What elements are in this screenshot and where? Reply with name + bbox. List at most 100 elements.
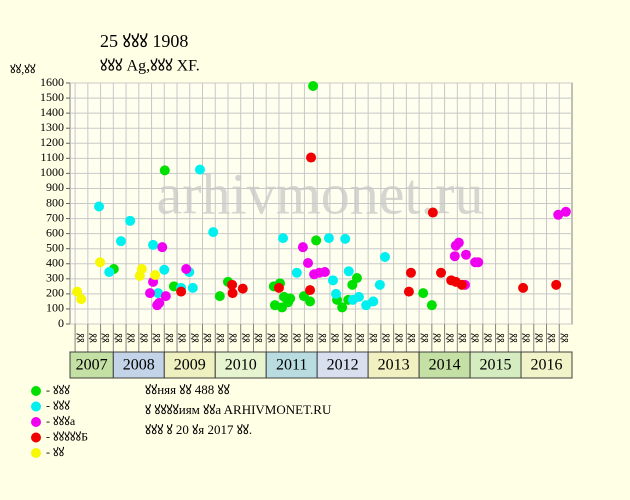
point xyxy=(136,264,147,275)
point xyxy=(403,286,414,297)
legend-marker xyxy=(31,432,41,443)
point xyxy=(449,251,460,262)
legend-label: - ꙋꙋꙋa xyxy=(46,414,76,428)
point xyxy=(311,235,322,246)
point xyxy=(187,282,198,293)
year-label: 2012 xyxy=(327,357,359,374)
x-tick-label: ꙋꙋ xyxy=(343,333,354,343)
point xyxy=(351,273,362,284)
x-tick-label: ꙋꙋ xyxy=(280,333,291,343)
y-tick-label: 500 xyxy=(46,240,64,254)
x-tick-label: ꙋꙋ xyxy=(356,333,367,343)
point xyxy=(176,286,187,297)
point xyxy=(153,288,164,299)
y-tick-label: 800 xyxy=(46,195,64,209)
year-label: 2013 xyxy=(378,357,410,374)
point xyxy=(145,288,156,299)
x-tick-label: ꙋꙋ xyxy=(534,333,545,343)
y-tick-label: 400 xyxy=(46,256,64,270)
point xyxy=(285,293,296,304)
year-band xyxy=(214,351,267,379)
y-tick-label: 1600 xyxy=(40,75,64,89)
x-tick-label: ꙋꙋ xyxy=(522,333,533,343)
legend-marker xyxy=(31,448,41,458)
point xyxy=(337,302,348,313)
point xyxy=(353,291,364,302)
year-band xyxy=(367,351,420,379)
year-label: 2009 xyxy=(174,357,206,374)
point xyxy=(308,81,319,92)
x-tick-label: ꙋꙋ xyxy=(152,333,163,343)
x-tick-label: ꙋꙋ xyxy=(114,333,125,343)
point xyxy=(154,297,165,308)
y-tick-label: 600 xyxy=(46,225,64,239)
y-tick-label: 1400 xyxy=(40,105,64,119)
point xyxy=(553,209,564,220)
x-tick-label: ꙋꙋ xyxy=(369,333,380,343)
point xyxy=(427,207,438,218)
y-tick-label: 900 xyxy=(46,180,64,194)
point xyxy=(291,267,302,278)
x-tick-label: ꙋꙋ xyxy=(76,333,87,343)
year-label: 2016 xyxy=(531,357,563,374)
point xyxy=(426,300,437,311)
point xyxy=(305,296,316,307)
x-tick-label: ꙋꙋ xyxy=(254,333,265,343)
point xyxy=(453,237,464,248)
x-tick-label: ꙋꙋ xyxy=(318,333,329,343)
x-tick-label: ꙋꙋ xyxy=(420,333,431,343)
point xyxy=(331,288,342,299)
legend-label: - ꙋꙋꙋ xyxy=(46,383,70,397)
point xyxy=(551,279,562,290)
y-tick-label: 100 xyxy=(46,301,64,315)
x-tick-label: ꙋꙋ xyxy=(127,333,138,343)
point xyxy=(323,233,334,244)
point xyxy=(340,233,351,244)
point xyxy=(95,257,106,268)
point xyxy=(327,275,338,286)
note: ꙋꙋняя ꙋꙋ 488 ꙋꙋ xyxy=(145,382,230,397)
year-label: 2010 xyxy=(225,357,257,374)
y-tick-label: 1200 xyxy=(40,135,64,149)
point xyxy=(418,288,429,299)
legend-marker xyxy=(31,386,41,396)
chart-subtitle: ꙋꙋꙋ Ag,ꙋꙋꙋ XF. xyxy=(100,58,200,75)
legend-label: - ꙋꙋ xyxy=(46,445,65,459)
x-tick-label: ꙋꙋ xyxy=(178,333,189,343)
point xyxy=(157,242,168,253)
point xyxy=(278,233,289,244)
point xyxy=(150,270,161,281)
x-tick-label: ꙋꙋ xyxy=(267,333,278,343)
year-band xyxy=(69,351,114,379)
point xyxy=(436,267,447,278)
legend-label: - ꙋꙋꙋ xyxy=(46,398,70,412)
x-tick-label: ꙋꙋ xyxy=(433,333,444,343)
x-tick-label: ꙋꙋ xyxy=(394,333,405,343)
point xyxy=(405,267,416,278)
x-tick-label: ꙋꙋ xyxy=(190,333,201,343)
point xyxy=(104,267,115,278)
legend-marker xyxy=(31,401,41,412)
point xyxy=(343,266,354,277)
y-tick-label: 1100 xyxy=(40,150,64,164)
point xyxy=(297,242,308,253)
x-tick-label: ꙋꙋ xyxy=(445,333,456,343)
point xyxy=(460,249,471,260)
x-tick-label: ꙋꙋ xyxy=(483,333,494,343)
point xyxy=(72,286,83,297)
x-tick-label: ꙋꙋ xyxy=(89,333,100,343)
year-label: 2008 xyxy=(123,357,155,374)
y-tick-label: 1300 xyxy=(40,120,64,134)
x-tick-label: ꙋꙋ xyxy=(331,333,342,343)
x-tick-label: ꙋꙋ xyxy=(241,333,252,343)
year-band xyxy=(112,351,165,379)
point xyxy=(237,283,248,294)
y-tick-label: 1500 xyxy=(40,90,64,104)
x-tick-label: ꙋꙋ xyxy=(292,333,303,343)
chart-title: 25 ꙋꙋꙋ 1908 xyxy=(100,31,188,51)
x-tick-label: ꙋꙋ xyxy=(407,333,418,343)
y-tick-label: 1000 xyxy=(40,165,64,179)
x-tick-label: ꙋꙋ xyxy=(509,333,520,343)
point xyxy=(456,279,467,290)
